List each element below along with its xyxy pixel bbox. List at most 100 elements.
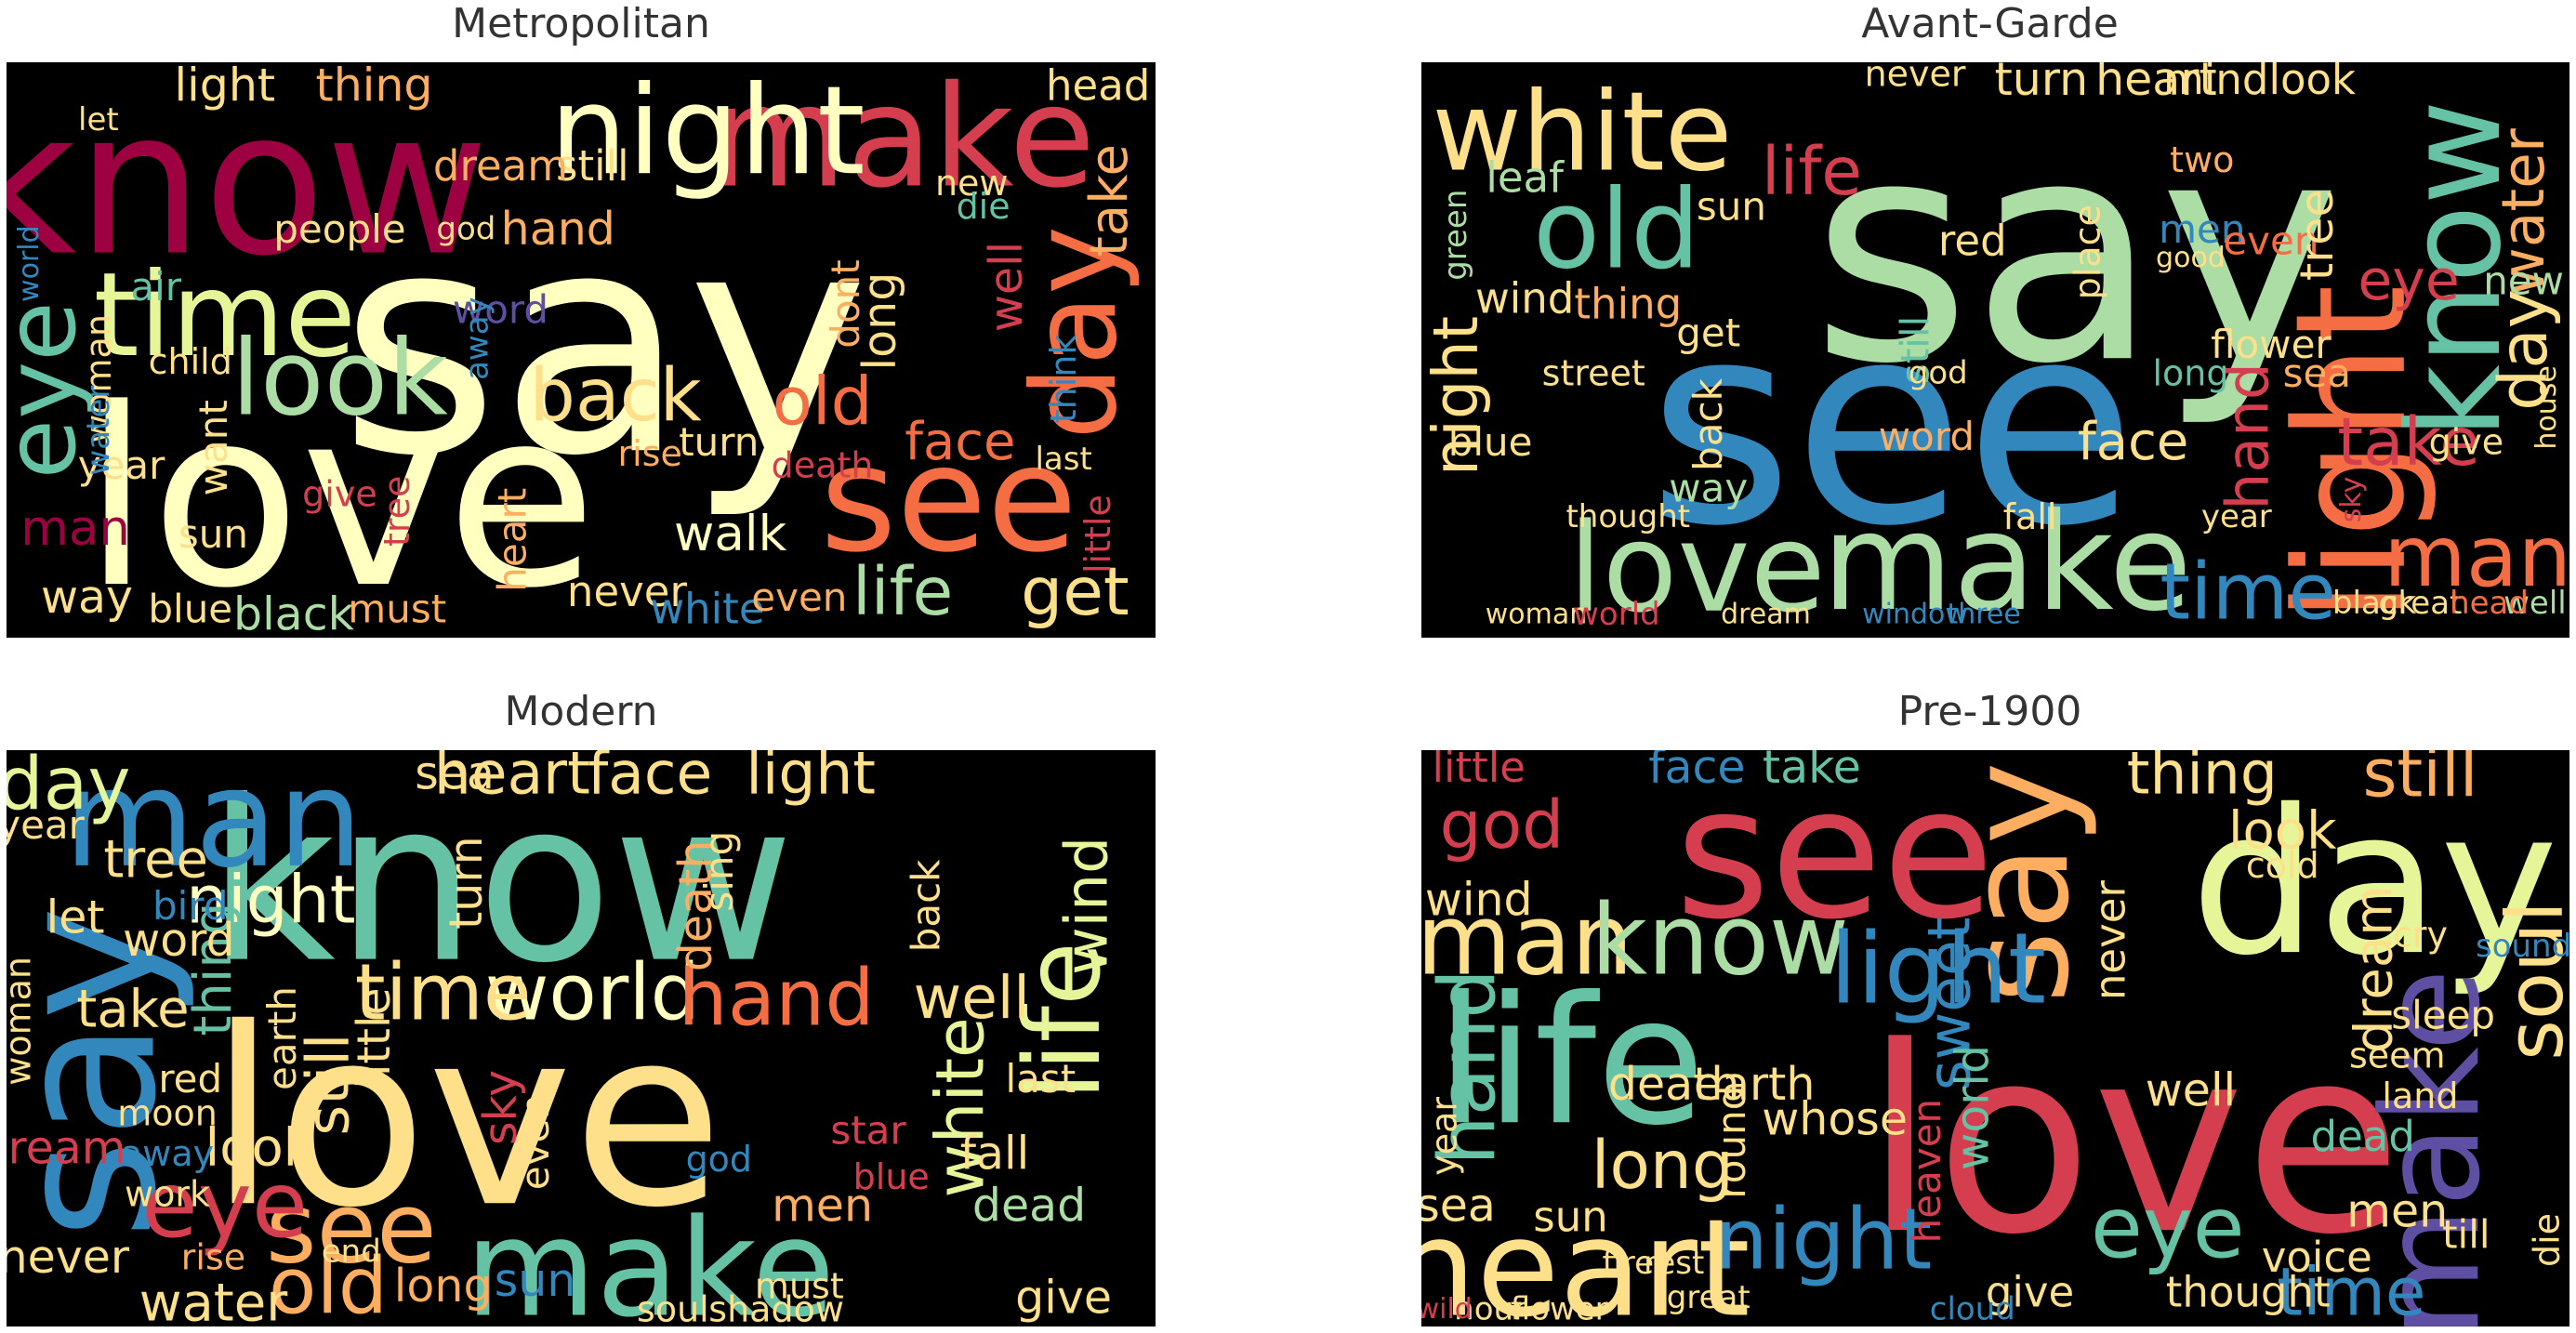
word-away: away	[459, 297, 496, 380]
word-life: life	[1436, 958, 1705, 1164]
word-light: light	[2263, 284, 2440, 622]
word-year: year	[1424, 1097, 1465, 1176]
word-death: death	[772, 444, 874, 485]
word-die: die	[2526, 1213, 2567, 1267]
word-earth: earth	[1694, 1058, 1816, 1111]
word-thing: thing	[183, 903, 244, 1036]
word-cry: cry	[2393, 914, 2448, 955]
word-way: way	[41, 571, 133, 624]
word-cloud: cloud	[1930, 1290, 2015, 1326]
word-little: little	[1433, 750, 1526, 792]
word-must: must	[755, 1266, 844, 1307]
word-give: give	[1986, 1267, 2074, 1316]
word-know: know	[1591, 884, 1848, 997]
word-new: new	[935, 163, 1009, 204]
word-old: old	[269, 1241, 388, 1326]
word-give: give	[1015, 1272, 1112, 1325]
word-still: still	[1893, 316, 1938, 384]
word-god: god	[686, 1139, 753, 1180]
word-man: man	[2384, 508, 2569, 606]
word-long: long	[2152, 352, 2228, 393]
word-look: look	[205, 1117, 314, 1178]
word-wind: wind	[1425, 874, 1533, 927]
word-tree: tree	[2291, 189, 2344, 281]
word-good: good	[2156, 242, 2226, 274]
word-take: take	[76, 980, 189, 1040]
word-sun: sun	[178, 511, 248, 557]
word-little: little	[1077, 495, 1118, 574]
word-love: love	[209, 976, 724, 1261]
chart-title: Modern	[504, 688, 658, 735]
word-wind: wind	[1052, 837, 1120, 975]
word-sea: sea	[415, 750, 495, 799]
word-turn: turn	[1995, 62, 2089, 106]
word-place: place	[2067, 205, 2107, 299]
word-hour: hour	[1454, 1290, 1526, 1326]
word-heaven: heaven	[1904, 1099, 1949, 1244]
word-man: man	[63, 750, 363, 898]
word-hand: hand	[1421, 969, 1513, 1165]
word-last: last	[1035, 441, 1091, 478]
word-men: men	[772, 1179, 873, 1232]
word-heart: heart	[2095, 62, 2217, 106]
word-say: say	[1811, 73, 2340, 430]
word-day: day	[7, 750, 131, 826]
word-woman: woman	[7, 957, 38, 1086]
word-man: man	[20, 500, 130, 557]
word-soul: soul	[637, 1288, 709, 1326]
word-men: men	[2346, 1185, 2448, 1238]
word-give: give	[2429, 422, 2504, 463]
word-even: even	[751, 574, 847, 620]
word-thought: thought	[1565, 498, 1690, 535]
word-dream: dream	[433, 141, 568, 191]
word-make: make	[1822, 484, 2192, 638]
word-back: back	[529, 354, 701, 438]
word-word: word	[1879, 414, 1975, 459]
word-rest: rest	[1644, 1245, 1704, 1282]
word-long: long	[853, 272, 906, 371]
word-world: world	[1573, 596, 1660, 633]
word-thing: thing	[2127, 750, 2278, 807]
word-head: head	[2450, 585, 2529, 622]
wordcloud-panel-metropolitan: Metropolitan say love know make see night time…	[0, 0, 1162, 641]
word-turn: turn	[679, 419, 759, 465]
word-tree: tree	[376, 476, 417, 547]
word-great: great	[2378, 585, 2462, 622]
word-water: water	[2490, 128, 2557, 296]
word-say: say	[1936, 761, 2100, 1004]
word-sun: sun	[1697, 183, 1766, 229]
word-mindlook: mindlook	[2163, 62, 2356, 104]
word-light: light	[175, 62, 276, 112]
word-die: die	[957, 186, 1011, 227]
word-look: look	[231, 318, 448, 439]
word-back: back	[903, 859, 948, 952]
word-know: know	[2380, 99, 2530, 439]
word-still: still	[556, 141, 629, 191]
word-never: never	[2086, 880, 2135, 1001]
word-light: light	[746, 750, 876, 807]
word-see: see	[266, 1172, 437, 1286]
wordcloud-panel-modern: Modern know love say man make see life eye world…	[0, 688, 1162, 1333]
word-get: get	[1676, 310, 1740, 355]
word-red: red	[1938, 216, 2007, 265]
word-night: night	[1714, 1192, 1932, 1289]
word-day: day	[2190, 766, 2557, 999]
word-thought: thought	[2166, 1267, 2331, 1316]
word-land: land	[2382, 1076, 2458, 1116]
word-heart: heart	[434, 750, 590, 807]
wordcloud-panel-pre-1900: Pre-1900 love day see life heart say make man kn…	[1404, 688, 2576, 1333]
word-two: two	[2170, 139, 2234, 180]
word-face: face	[1648, 750, 1745, 794]
word-face: face	[2078, 412, 2188, 472]
word-time: time	[2160, 546, 2336, 637]
word-know: know	[7, 66, 489, 299]
word-love: love	[1864, 993, 2402, 1291]
word-see: see	[820, 414, 1077, 585]
word-head: head	[1046, 62, 1150, 110]
word-never: never	[7, 1231, 130, 1284]
chart-title: Pre-1900	[1897, 688, 2082, 735]
word-fall: fall	[960, 1128, 1030, 1181]
word-men: men	[2159, 206, 2245, 252]
word-well: well	[980, 242, 1033, 332]
word-blue: blue	[853, 1156, 930, 1197]
